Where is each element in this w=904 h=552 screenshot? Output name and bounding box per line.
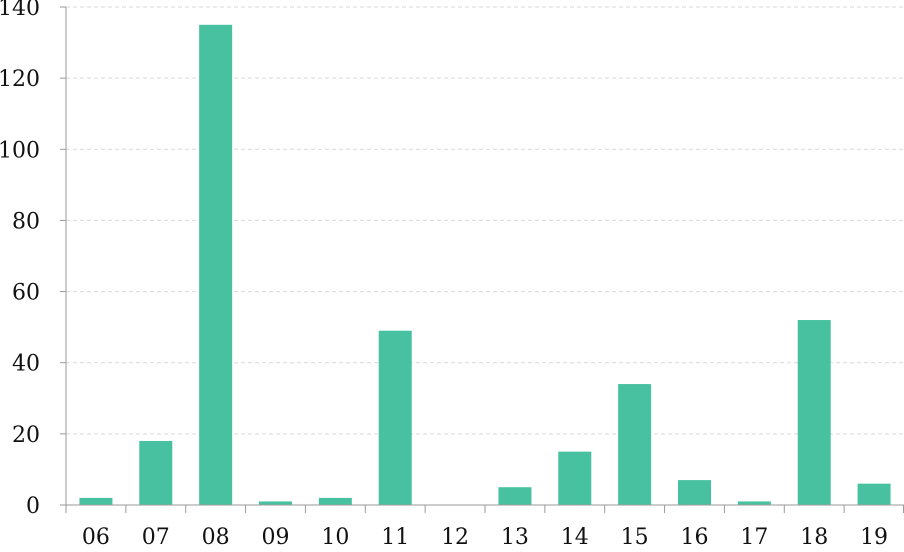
bar xyxy=(678,480,711,505)
x-tick-label: 12 xyxy=(441,525,469,550)
x-tick-label: 09 xyxy=(262,525,290,550)
x-tick-label: 08 xyxy=(202,525,230,550)
y-tick-label: 140 xyxy=(0,0,40,21)
x-tick-label: 14 xyxy=(561,525,589,550)
y-tick-label: 120 xyxy=(0,67,40,92)
bar xyxy=(498,487,532,505)
y-tick-label: 60 xyxy=(12,281,40,306)
x-tick-label: 18 xyxy=(800,525,828,550)
bar xyxy=(737,501,771,505)
x-tick-label: 17 xyxy=(740,525,768,550)
y-tick-label: 100 xyxy=(0,138,40,163)
y-tick-label: 20 xyxy=(12,423,40,448)
x-tick-label: 11 xyxy=(381,525,409,550)
y-tick-label: 0 xyxy=(26,494,40,519)
bar xyxy=(558,451,592,505)
x-tick-label: 19 xyxy=(860,525,888,550)
bar xyxy=(79,497,113,505)
x-tick-labels: 06 07 08 09 10 11 12 13 14 15 16 17 18 19 xyxy=(82,525,888,550)
bar xyxy=(139,440,173,505)
bar xyxy=(259,501,292,505)
x-tick-label: 07 xyxy=(142,525,170,550)
x-tick-label: 16 xyxy=(681,525,709,550)
y-tick-labels: 0 20 40 60 80 100 120 140 xyxy=(0,0,40,519)
x-tick-label: 13 xyxy=(501,525,529,550)
axes xyxy=(60,6,904,513)
gridlines xyxy=(66,6,904,435)
x-tick-label: 15 xyxy=(621,525,649,550)
x-tick-label: 06 xyxy=(82,525,110,550)
x-tick-label: 10 xyxy=(321,525,349,550)
bar xyxy=(797,320,831,505)
bar xyxy=(857,483,891,505)
bar xyxy=(378,330,412,505)
y-tick-label: 40 xyxy=(12,352,40,377)
bar xyxy=(318,497,352,505)
bar xyxy=(199,24,233,506)
bar xyxy=(618,384,652,505)
y-tick-label: 80 xyxy=(12,209,40,234)
bars xyxy=(79,24,891,506)
